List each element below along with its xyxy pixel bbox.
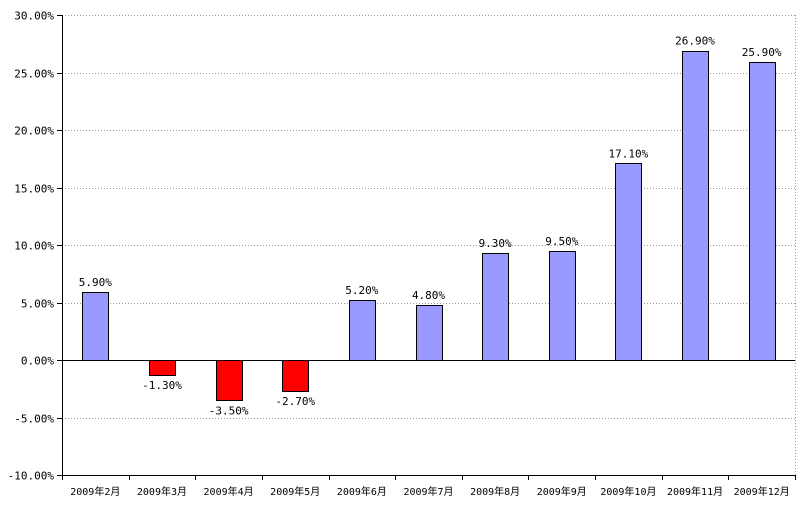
x-tick-label: 2009年4月 — [204, 485, 254, 498]
bar — [482, 253, 509, 361]
x-tick-label: 2009年12月 — [734, 485, 790, 498]
data-label: 4.80% — [412, 289, 445, 302]
bar — [282, 360, 309, 392]
y-tick-label: 30.00% — [14, 10, 54, 23]
bar — [549, 251, 576, 361]
bar — [216, 360, 243, 401]
y-tick-label: 25.00% — [14, 68, 54, 81]
data-label: -1.30% — [142, 379, 182, 392]
x-tick-label: 2009年6月 — [337, 485, 387, 498]
data-label: 25.90% — [742, 46, 782, 59]
bar — [349, 300, 376, 361]
gridlines — [62, 15, 796, 475]
x-tick-label: 2009年2月 — [70, 485, 120, 498]
y-tick-label: 20.00% — [14, 125, 54, 138]
data-label: 26.90% — [675, 35, 715, 48]
bar — [749, 62, 776, 361]
bar — [82, 292, 109, 361]
x-tick-label: 2009年10月 — [600, 485, 656, 498]
x-tick-label: 2009年9月 — [537, 485, 587, 498]
data-label: -2.70% — [275, 395, 315, 408]
data-label: 17.10% — [609, 147, 649, 160]
y-axis: -10.00% -5.00% 0.00% 5.00% 10.00% 15.00% 20.00… — [8, 10, 63, 483]
x-tick-label: 2009年7月 — [403, 485, 453, 498]
bar — [149, 360, 176, 376]
y-tick-label: 0.00% — [21, 355, 54, 368]
x-tick-label: 2009年11月 — [667, 485, 723, 498]
bars: 5.90% -1.30% -3.50% -2.70% 5.20% 4.80% 9.30% 9.… — [79, 35, 782, 418]
data-label: 5.90% — [79, 276, 112, 289]
x-tick-label: 2009年8月 — [470, 485, 520, 498]
x-axis: 2009年2月 2009年3月 2009年4月 2009年5月 2009年6月 2009年… — [62, 360, 796, 498]
y-tick-label: -10.00% — [8, 470, 55, 483]
bar — [615, 163, 642, 361]
y-tick-label: 15.00% — [14, 183, 54, 196]
data-label: -3.50% — [209, 404, 249, 417]
data-label: 9.50% — [545, 235, 578, 248]
bar — [416, 305, 443, 361]
y-tick-label: -5.00% — [14, 413, 54, 426]
data-label: 9.30% — [479, 237, 512, 250]
x-tick-label: 2009年3月 — [137, 485, 187, 498]
bar — [682, 51, 709, 361]
y-tick-label: 5.00% — [21, 298, 54, 311]
y-tick-label: 10.00% — [14, 240, 54, 253]
x-tick-label: 2009年5月 — [270, 485, 320, 498]
data-label: 5.20% — [345, 284, 378, 297]
